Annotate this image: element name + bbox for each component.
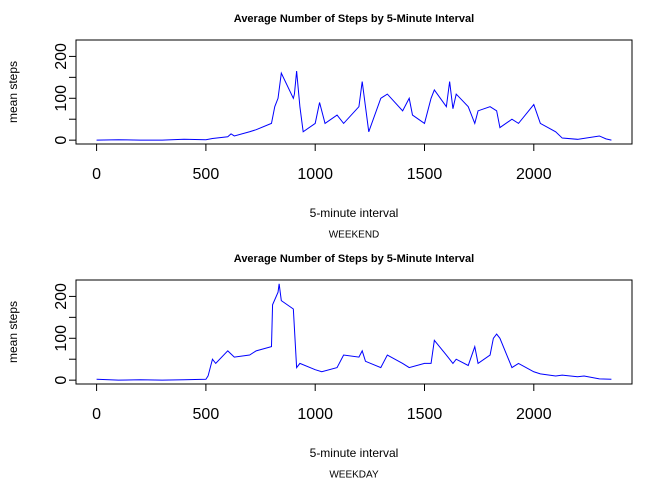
y-tick-label: 100 xyxy=(53,325,70,352)
y-tick-label: 200 xyxy=(53,283,70,310)
y-axis-label: mean steps xyxy=(6,61,20,123)
x-axis-label: 5-minute interval xyxy=(310,206,399,220)
x-tick-label: 1000 xyxy=(297,406,333,423)
x-tick-label: 2000 xyxy=(516,166,552,183)
x-axis-label: 5-minute interval xyxy=(310,446,399,460)
subtitle: WEEKDAY xyxy=(329,470,379,480)
chart-title: Average Number of Steps by 5-Minute Inte… xyxy=(234,253,474,265)
y-axis-label: mean steps xyxy=(6,301,20,363)
x-tick-label: 1000 xyxy=(297,166,333,183)
x-tick-label: 500 xyxy=(193,406,220,423)
subtitle: WEEKEND xyxy=(329,230,380,241)
x-tick-label: 1500 xyxy=(407,166,443,183)
chart-title: Average Number of Steps by 5-Minute Inte… xyxy=(234,13,474,25)
data-line xyxy=(96,71,612,141)
x-tick-label: 500 xyxy=(193,166,220,183)
plot-box xyxy=(75,39,633,145)
plot-box xyxy=(75,279,633,385)
y-tick-label: 100 xyxy=(53,85,70,112)
y-tick-label: 200 xyxy=(53,43,70,70)
x-tick-label: 0 xyxy=(92,406,101,423)
x-tick-label: 2000 xyxy=(516,406,552,423)
y-tick-label: 0 xyxy=(53,376,70,385)
x-tick-label: 1500 xyxy=(407,406,443,423)
y-tick-label: 0 xyxy=(53,136,70,145)
data-line xyxy=(96,283,612,381)
x-tick-label: 0 xyxy=(92,166,101,183)
